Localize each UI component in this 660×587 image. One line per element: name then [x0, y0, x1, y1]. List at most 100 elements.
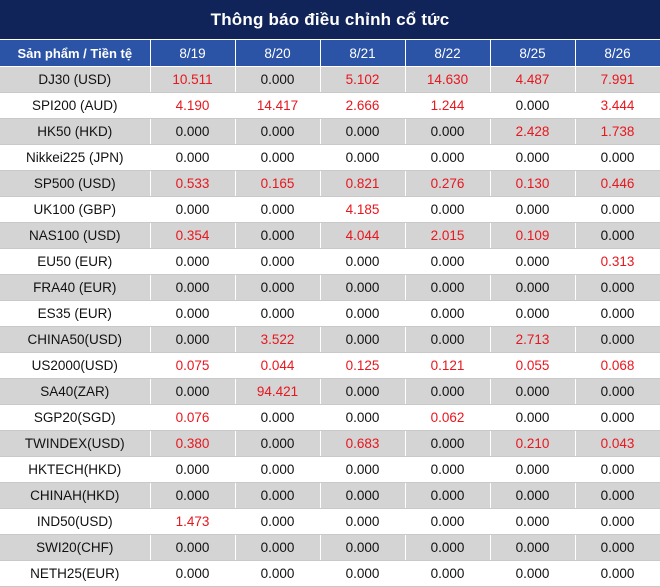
table-row: SP500 (USD) 0.533 0.165 0.821 0.276 0.130 0.44…: [0, 170, 660, 197]
value-cell: 0.000: [575, 378, 660, 405]
table-row: Nikkei225 (JPN) 0.000 0.000 0.000 0.000 0.000…: [0, 144, 660, 171]
value-cell: 0.075: [150, 352, 236, 379]
value-cell: 0.000: [405, 430, 491, 457]
product-cell: NETH25(EUR): [0, 560, 151, 587]
table-row: EU50 (EUR) 0.000 0.000 0.000 0.000 0.000 0.313: [0, 248, 660, 275]
value-cell: 0.125: [320, 352, 406, 379]
value-cell: 0.000: [150, 534, 236, 561]
table-row: SGP20(SGD) 0.076 0.000 0.000 0.062 0.000 0.000: [0, 404, 660, 431]
value-cell: 0.000: [575, 482, 660, 509]
value-cell: 0.533: [150, 170, 236, 197]
value-cell: 4.487: [490, 66, 576, 93]
table-row: ES35 (EUR) 0.000 0.000 0.000 0.000 0.000 0.000: [0, 300, 660, 327]
table-row: SPI200 (AUD) 4.190 14.417 2.666 1.244 0.000 3.…: [0, 92, 660, 119]
dividend-table: Sản phẩm / Tiền tệ 8/19 8/20 8/21 8/22 8/25 8…: [0, 40, 660, 587]
value-cell: 0.000: [575, 300, 660, 327]
value-cell: 0.000: [405, 482, 491, 509]
product-cell: UK100 (GBP): [0, 196, 151, 223]
value-cell: 0.000: [235, 118, 321, 145]
value-cell: 0.000: [575, 196, 660, 223]
page-title: Thông báo điều chỉnh cổ tức: [0, 0, 660, 40]
table-body: DJ30 (USD) 10.511 0.000 5.102 14.630 4.487 7.9…: [0, 66, 660, 587]
value-cell: 0.055: [490, 352, 576, 379]
value-cell: 0.000: [575, 560, 660, 587]
value-cell: 0.000: [320, 482, 406, 509]
value-cell: 0.000: [490, 456, 576, 483]
value-cell: 0.000: [235, 196, 321, 223]
value-cell: 0.000: [150, 300, 236, 327]
value-cell: 0.000: [490, 248, 576, 275]
value-cell: 0.000: [405, 118, 491, 145]
value-cell: 0.000: [235, 144, 321, 171]
value-cell: 0.000: [235, 404, 321, 431]
value-cell: 0.276: [405, 170, 491, 197]
value-cell: 0.062: [405, 404, 491, 431]
table-row: CHINAH(HKD) 0.000 0.000 0.000 0.000 0.000 0.00…: [0, 482, 660, 509]
table-row: CHINA50(USD) 0.000 3.522 0.000 0.000 2.713 0.0…: [0, 326, 660, 353]
value-cell: 0.000: [320, 404, 406, 431]
column-header-date: 8/25: [490, 40, 576, 67]
value-cell: 0.109: [490, 222, 576, 249]
value-cell: 0.000: [235, 482, 321, 509]
table-header: Sản phẩm / Tiền tệ 8/19 8/20 8/21 8/22 8/25 8…: [0, 40, 660, 67]
value-cell: 0.000: [490, 508, 576, 535]
value-cell: 14.417: [235, 92, 321, 119]
value-cell: 0.000: [150, 482, 236, 509]
value-cell: 7.991: [575, 66, 660, 93]
value-cell: 0.354: [150, 222, 236, 249]
value-cell: 0.000: [490, 274, 576, 301]
value-cell: 0.683: [320, 430, 406, 457]
value-cell: 0.000: [405, 508, 491, 535]
product-cell: SWI20(CHF): [0, 534, 151, 561]
value-cell: 0.000: [150, 326, 236, 353]
table-row: TWINDEX(USD) 0.380 0.000 0.683 0.000 0.210 0.0…: [0, 430, 660, 457]
value-cell: 0.000: [235, 430, 321, 457]
value-cell: 0.000: [490, 534, 576, 561]
table-row: NETH25(EUR) 0.000 0.000 0.000 0.000 0.000 0.00…: [0, 560, 660, 587]
value-cell: 0.000: [575, 222, 660, 249]
product-cell: SP500 (USD): [0, 170, 151, 197]
value-cell: 0.000: [575, 534, 660, 561]
value-cell: 0.380: [150, 430, 236, 457]
table-row: SWI20(CHF) 0.000 0.000 0.000 0.000 0.000 0.000: [0, 534, 660, 561]
value-cell: 0.000: [490, 404, 576, 431]
table-row: US2000(USD) 0.075 0.044 0.125 0.121 0.055 0.06…: [0, 352, 660, 379]
value-cell: 0.121: [405, 352, 491, 379]
value-cell: 0.000: [490, 196, 576, 223]
value-cell: 2.428: [490, 118, 576, 145]
value-cell: 0.068: [575, 352, 660, 379]
table-row: DJ30 (USD) 10.511 0.000 5.102 14.630 4.487 7.9…: [0, 66, 660, 93]
product-cell: HKTECH(HKD): [0, 456, 151, 483]
product-cell: CHINAH(HKD): [0, 482, 151, 509]
value-cell: 0.821: [320, 170, 406, 197]
value-cell: 0.000: [320, 378, 406, 405]
value-cell: 0.000: [235, 66, 321, 93]
value-cell: 0.000: [320, 508, 406, 535]
value-cell: 1.473: [150, 508, 236, 535]
value-cell: 2.713: [490, 326, 576, 353]
value-cell: 0.000: [150, 196, 236, 223]
value-cell: 0.000: [405, 378, 491, 405]
value-cell: 0.210: [490, 430, 576, 457]
value-cell: 0.000: [235, 222, 321, 249]
product-cell: SPI200 (AUD): [0, 92, 151, 119]
value-cell: 0.000: [150, 274, 236, 301]
value-cell: 0.000: [235, 508, 321, 535]
value-cell: 14.630: [405, 66, 491, 93]
value-cell: 0.000: [320, 274, 406, 301]
column-header-date: 8/21: [320, 40, 406, 67]
value-cell: 0.000: [320, 248, 406, 275]
value-cell: 3.522: [235, 326, 321, 353]
table-row: UK100 (GBP) 0.000 0.000 4.185 0.000 0.000 0.00…: [0, 196, 660, 223]
value-cell: 0.000: [405, 534, 491, 561]
value-cell: 0.000: [320, 456, 406, 483]
value-cell: 0.000: [575, 144, 660, 171]
value-cell: 4.185: [320, 196, 406, 223]
product-cell: ES35 (EUR): [0, 300, 151, 327]
value-cell: 0.313: [575, 248, 660, 275]
product-cell: DJ30 (USD): [0, 66, 151, 93]
value-cell: 4.190: [150, 92, 236, 119]
value-cell: 0.000: [405, 326, 491, 353]
value-cell: 0.000: [490, 144, 576, 171]
value-cell: 2.015: [405, 222, 491, 249]
